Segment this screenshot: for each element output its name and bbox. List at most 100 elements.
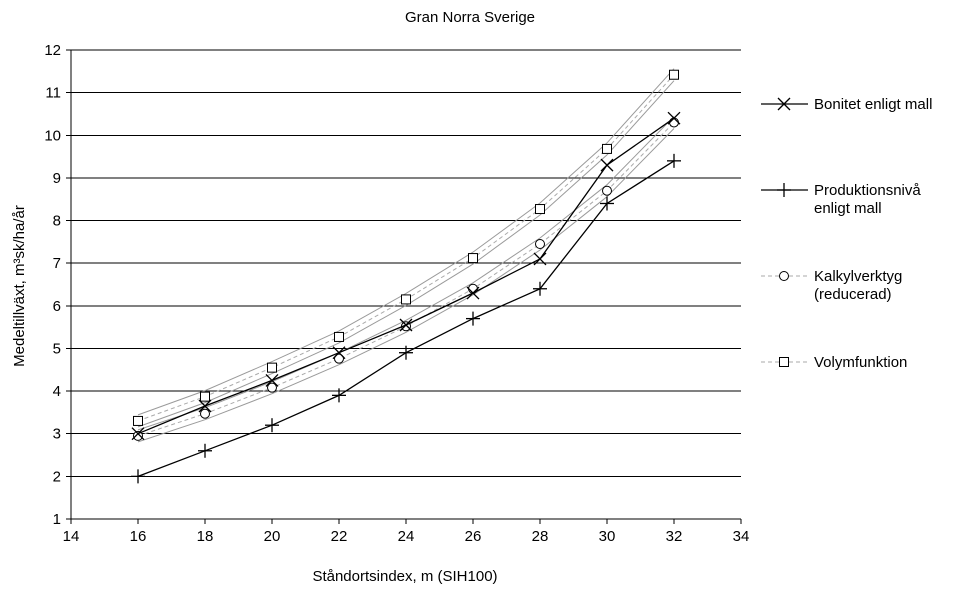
x-tick-label: 30 bbox=[599, 528, 616, 545]
x-axis-title: Ståndortsindex, m (SIH100) bbox=[312, 568, 497, 585]
y-tick-label: 7 bbox=[53, 255, 61, 272]
x-tick-label: 18 bbox=[197, 528, 214, 545]
x-marker-stroke bbox=[777, 97, 791, 111]
x-marker bbox=[600, 158, 614, 172]
plus-marker bbox=[600, 196, 614, 211]
legend-label: enligt mall bbox=[814, 200, 882, 217]
y-axis-title: Medeltillväxt, m³sk/ha/år bbox=[11, 205, 28, 367]
x-marker bbox=[332, 346, 346, 360]
x-marker-stroke bbox=[667, 111, 681, 125]
series bbox=[131, 69, 681, 484]
x-marker-stroke bbox=[131, 427, 145, 441]
square-marker bbox=[401, 294, 411, 305]
square-marker bbox=[669, 69, 679, 80]
series-plus bbox=[131, 153, 681, 484]
y-tick-label: 11 bbox=[45, 85, 61, 102]
circle-marker bbox=[267, 382, 277, 393]
legend-item: Volymfunktion bbox=[761, 354, 907, 371]
series-line bbox=[137, 160, 675, 478]
band-lower-line bbox=[137, 80, 675, 428]
x-marker-stroke bbox=[198, 399, 212, 413]
square-marker bbox=[267, 362, 277, 373]
x-marker bbox=[466, 286, 480, 300]
grid bbox=[71, 49, 741, 477]
y-tick-label: 2 bbox=[53, 468, 61, 485]
x-tick-label: 22 bbox=[331, 528, 348, 545]
series-x bbox=[131, 111, 681, 441]
plus-marker bbox=[777, 183, 791, 197]
y-tick-label: 6 bbox=[53, 298, 61, 315]
band-upper-line bbox=[137, 68, 675, 416]
circle-marker bbox=[133, 430, 143, 441]
plus-marker bbox=[198, 443, 212, 458]
y-tick-label: 3 bbox=[53, 426, 61, 443]
plus-marker bbox=[667, 153, 681, 168]
y-tick-label: 4 bbox=[53, 383, 61, 400]
plus-marker bbox=[466, 311, 480, 326]
x-marker bbox=[198, 399, 212, 413]
x-marker bbox=[265, 373, 279, 387]
series-line bbox=[137, 122, 675, 437]
x-tick-label: 16 bbox=[130, 528, 147, 545]
y-tick-label: 9 bbox=[53, 170, 61, 187]
chart-title: Gran Norra Sverige bbox=[405, 9, 535, 26]
legend-label: Volymfunktion bbox=[814, 354, 907, 371]
square-marker bbox=[133, 415, 143, 426]
circle-marker bbox=[535, 238, 545, 249]
circle-marker bbox=[334, 353, 344, 364]
x-tick-label: 34 bbox=[733, 528, 750, 545]
x-tick-label: 14 bbox=[63, 528, 80, 545]
legend-item: Kalkylverktyg(reducerad) bbox=[761, 268, 902, 303]
x-marker-stroke bbox=[466, 286, 480, 300]
circle-marker bbox=[669, 117, 679, 128]
x-tick-label: 28 bbox=[532, 528, 549, 545]
confidence-bands bbox=[137, 68, 675, 443]
legend-label: Produktionsnivå bbox=[814, 182, 921, 199]
plus-marker bbox=[399, 345, 413, 360]
legend: Bonitet enligt mall Produktionsnivåenligt… bbox=[761, 96, 932, 371]
plus-marker bbox=[265, 418, 279, 433]
legend-label: (reducerad) bbox=[814, 286, 892, 303]
circle-marker bbox=[200, 408, 210, 419]
plus-marker bbox=[131, 469, 145, 484]
x-tick-label: 20 bbox=[264, 528, 281, 545]
y-tick-label: 10 bbox=[44, 127, 61, 144]
legend-item: Bonitet enligt mall bbox=[761, 96, 932, 113]
square-marker bbox=[602, 143, 612, 154]
x-tick-label: 32 bbox=[666, 528, 683, 545]
series-line bbox=[137, 117, 675, 435]
square-marker bbox=[535, 204, 545, 215]
x-marker bbox=[533, 252, 547, 266]
x-marker bbox=[777, 97, 791, 111]
plus-marker bbox=[332, 388, 346, 403]
x-marker bbox=[399, 318, 413, 332]
square-marker bbox=[779, 357, 789, 367]
y-tick-label: 12 bbox=[44, 42, 61, 59]
band-lower-line bbox=[137, 128, 675, 443]
series-square bbox=[133, 69, 679, 426]
x-marker bbox=[667, 111, 681, 125]
x-marker bbox=[131, 427, 145, 441]
x-tick-label: 24 bbox=[398, 528, 415, 545]
x-marker-stroke bbox=[265, 373, 279, 387]
x-marker-stroke bbox=[533, 252, 547, 266]
x-marker-stroke bbox=[332, 346, 346, 360]
legend-label: Kalkylverktyg bbox=[814, 268, 902, 285]
x-tick-label: 26 bbox=[465, 528, 482, 545]
square-marker bbox=[334, 331, 344, 342]
y-tick-label: 8 bbox=[53, 213, 61, 230]
series-line bbox=[137, 74, 675, 422]
square-marker bbox=[468, 253, 478, 264]
y-tick-label: 1 bbox=[53, 511, 61, 528]
plus-marker bbox=[533, 281, 547, 296]
x-marker-stroke bbox=[399, 318, 413, 332]
x-marker-stroke bbox=[600, 158, 614, 172]
y-tick-label: 5 bbox=[53, 340, 61, 357]
legend-label: Bonitet enligt mall bbox=[814, 96, 932, 113]
circle-marker bbox=[602, 185, 612, 196]
square-marker bbox=[200, 391, 210, 402]
